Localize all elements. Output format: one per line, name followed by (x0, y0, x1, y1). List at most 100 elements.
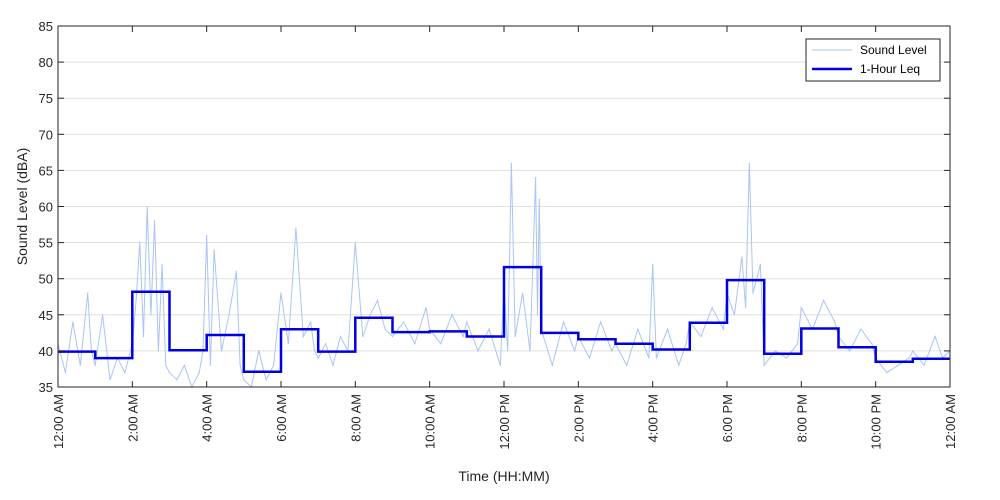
sound-level-point (488, 328, 490, 330)
sound-level-point (451, 314, 453, 316)
sound-level-point (934, 335, 936, 338)
y-tick-label: 35 (39, 380, 53, 395)
axis-ticks (57, 25, 951, 388)
y-tick-label: 50 (39, 272, 53, 287)
sound-level-point (752, 292, 754, 294)
x-tick-label: 4:00 AM (200, 394, 215, 442)
sound-level-point (325, 343, 327, 345)
x-tick-label: 12:00 AM (51, 394, 66, 449)
sound-level-point (666, 328, 669, 330)
sound-level-point (79, 364, 81, 366)
sound-level-point (64, 372, 66, 374)
sound-level-point (923, 364, 925, 366)
y-tick-labels: 35 40 45 50 55 60 65 70 75 80 85 (39, 19, 53, 395)
x-tick-label: 2:00 PM (571, 394, 586, 442)
sound-level-point (258, 350, 260, 352)
sound-level-point (109, 379, 111, 381)
x-tick-label: 8:00 AM (348, 394, 363, 442)
sound-level-point (209, 364, 211, 366)
sound-level-point (748, 162, 750, 164)
sound-level-point (763, 364, 765, 366)
sound-level-point (611, 350, 613, 352)
legend-box (805, 38, 941, 82)
sound-level-point (317, 357, 319, 359)
sound-level-point (139, 242, 141, 244)
sound-level-point (886, 372, 888, 374)
sound-level-point (235, 270, 237, 273)
sound-level-point (834, 321, 836, 323)
y-tick-label: 60 (39, 200, 53, 215)
y-tick-label: 75 (39, 91, 53, 106)
sound-level-point (135, 299, 137, 301)
sound-level-point (369, 314, 371, 316)
sound-level-point (414, 343, 416, 345)
sound-level-point (860, 328, 862, 330)
sound-level-point (462, 335, 464, 338)
sound-level-point (310, 321, 312, 323)
sound-level-point (280, 292, 282, 294)
sound-level-point (897, 364, 899, 366)
sound-level-point (295, 227, 297, 229)
sound-level-point (912, 350, 914, 352)
leq-step-line (58, 265, 950, 374)
sound-level-point (733, 314, 736, 316)
sound-level-point (124, 372, 126, 374)
sound-level-point (302, 335, 304, 338)
sound-level-point (574, 350, 576, 352)
sound-level-point (785, 357, 788, 359)
sound-level-point (198, 372, 200, 374)
sound-level-point (440, 343, 442, 345)
x-tick-label: 8:00 PM (794, 394, 809, 442)
sound-level-point (425, 307, 427, 309)
legend-label-sound-level: Sound Level (860, 43, 927, 57)
sound-level-point (146, 205, 148, 208)
sound-level-point (529, 350, 531, 352)
sound-level-point (87, 292, 89, 294)
sound-level-point (362, 335, 364, 338)
sound-level-point (377, 299, 379, 301)
sound-level-point (384, 328, 386, 330)
y-tick-label: 65 (39, 163, 53, 178)
sound-level-point (466, 321, 468, 323)
sound-level-point (626, 364, 628, 366)
sound-level-point (514, 335, 516, 338)
x-tick-labels: 12:00 AM 2:00 AM 4:00 AM 6:00 AM 8:00 AM 10:0… (51, 394, 958, 450)
sound-level-point (774, 350, 776, 352)
x-tick-label: 12:00 AM (943, 394, 958, 449)
x-tick-label: 4:00 PM (646, 394, 661, 442)
sound-level-point (354, 242, 356, 244)
sound-level-point (239, 364, 241, 366)
sound-level-point (759, 263, 762, 265)
sound-level-point (908, 357, 910, 359)
sound-level-point (243, 379, 245, 381)
x-axis-title: Time (HH:MM) (458, 468, 549, 484)
sound-level-point (648, 357, 650, 359)
sound-level-point (150, 314, 152, 316)
sound-level-point (797, 343, 799, 345)
sound-level-point (287, 343, 289, 345)
sound-level-point (551, 364, 553, 366)
sound-level-point (142, 335, 145, 338)
y-tick-label: 85 (39, 19, 53, 34)
x-tick-label: 6:00 AM (274, 394, 289, 442)
sound-level-point (700, 335, 702, 338)
x-tick-label: 10:00 AM (423, 394, 438, 449)
sound-level-point (332, 364, 334, 366)
sound-level-point (823, 299, 825, 301)
sound-level-point (154, 220, 156, 222)
legend-label-leq: 1-Hour Leq (860, 62, 920, 76)
sound-level-point (711, 307, 713, 309)
sound-level-point (403, 321, 405, 323)
sound-level-point (176, 379, 178, 381)
sound-level-point (588, 357, 591, 359)
y-tick-label: 55 (39, 236, 53, 251)
sound-level-point (685, 343, 687, 345)
legend: Sound Level 1-Hour Leq (805, 38, 941, 82)
sound-level-point (562, 321, 565, 323)
sound-level-point (538, 198, 540, 200)
sound-level-point (507, 350, 509, 352)
sound-level-point (206, 234, 208, 236)
x-tick-label: 6:00 PM (720, 394, 735, 442)
x-tick-label: 2:00 AM (125, 394, 140, 442)
